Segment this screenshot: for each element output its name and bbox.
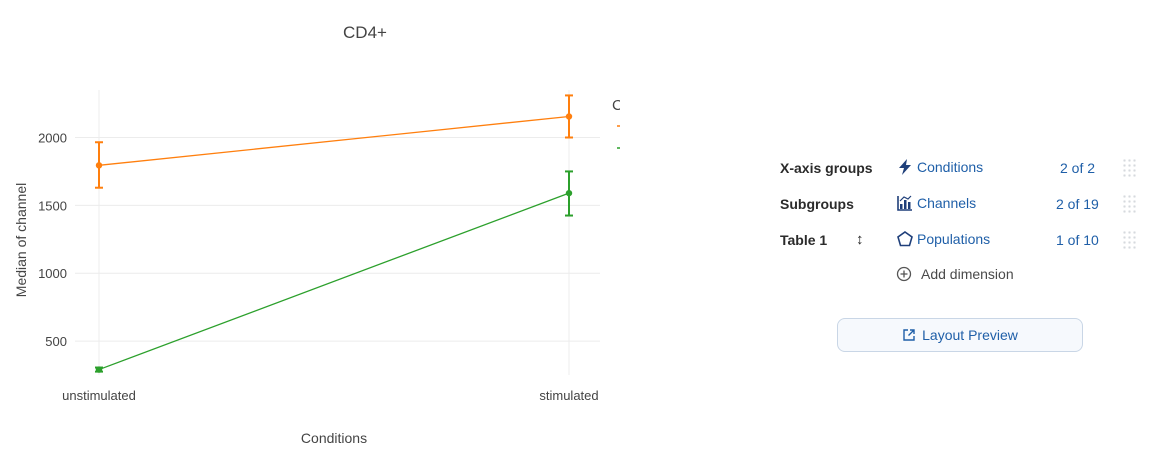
chart-title: CD4+ bbox=[343, 23, 387, 42]
series-line bbox=[98, 192, 570, 371]
dimension-row-x-axis-groups: X-axis groups Conditions 2 of 2 bbox=[760, 154, 1156, 184]
x-tick-label: unstimulated bbox=[62, 388, 136, 403]
data-point bbox=[565, 189, 573, 197]
conditions-link[interactable]: Conditions bbox=[896, 158, 983, 176]
channels-link-label: Channels bbox=[917, 195, 977, 211]
y-tick-label: 1000 bbox=[38, 266, 67, 281]
dimension-row-subgroups: Subgroups Channels 2 of 19 bbox=[760, 190, 1156, 220]
line-chart: CD4+ Median of channel Conditions 500 100… bbox=[13, 23, 620, 446]
y-tick-label: 1500 bbox=[38, 198, 67, 213]
drag-handle-icon[interactable] bbox=[1122, 230, 1138, 250]
x-tick-labels: unstimulated stimulated bbox=[62, 388, 598, 403]
conditions-link-label: Conditions bbox=[917, 159, 984, 175]
dimension-row-table-1: Table 1 ↕ Populations 1 of 10 bbox=[760, 226, 1156, 256]
populations-link[interactable]: Populations bbox=[896, 230, 990, 248]
dimension-label: Table 1 bbox=[780, 232, 828, 248]
data-point bbox=[565, 113, 573, 120]
channels-count[interactable]: 2 of 19 bbox=[1056, 196, 1099, 212]
drag-handle-icon[interactable] bbox=[1122, 194, 1138, 214]
dimensions-panel: X-axis groups Conditions 2 of 2 Subgroup… bbox=[760, 150, 1156, 290]
plus-circle-icon bbox=[896, 266, 912, 282]
dimension-label: X-axis groups bbox=[780, 160, 873, 176]
drag-handle-icon[interactable] bbox=[1122, 158, 1138, 178]
populations-link-label: Populations bbox=[917, 231, 991, 247]
series-group bbox=[95, 94, 573, 189]
data-point bbox=[95, 162, 103, 169]
legend: Channels IFNg-PETNFa-AF700 bbox=[612, 97, 620, 149]
dimension-label: Subgroups bbox=[780, 196, 854, 212]
series bbox=[95, 94, 573, 373]
series-group bbox=[95, 170, 573, 373]
populations-count[interactable]: 1 of 10 bbox=[1056, 232, 1099, 248]
y-tick-label: 500 bbox=[45, 334, 67, 349]
y-tick-label: 2000 bbox=[38, 131, 67, 146]
external-link-icon bbox=[903, 329, 915, 341]
x-tick-label: stimulated bbox=[539, 388, 598, 403]
conditions-count[interactable]: 2 of 2 bbox=[1060, 160, 1096, 176]
x-axis-label: Conditions bbox=[301, 430, 367, 446]
layout-preview-button[interactable]: Layout Preview bbox=[837, 318, 1083, 352]
pentagon-icon bbox=[897, 231, 913, 247]
series-line bbox=[98, 115, 570, 166]
legend-title: Channels bbox=[612, 97, 620, 114]
layout-preview-label: Layout Preview bbox=[922, 327, 1018, 343]
y-axis-label: Median of channel bbox=[13, 183, 29, 297]
chart-icon bbox=[897, 195, 912, 211]
add-dimension-label: Add dimension bbox=[921, 266, 1014, 282]
add-dimension-button[interactable]: Add dimension bbox=[896, 266, 1014, 282]
swap-vertical-icon[interactable]: ↕ bbox=[856, 231, 864, 248]
data-point bbox=[95, 366, 103, 373]
channels-link[interactable]: Channels bbox=[896, 194, 976, 212]
grid-lines bbox=[75, 90, 600, 375]
bolt-icon bbox=[899, 159, 911, 175]
y-tick-labels: 500 1000 1500 2000 bbox=[38, 131, 67, 350]
